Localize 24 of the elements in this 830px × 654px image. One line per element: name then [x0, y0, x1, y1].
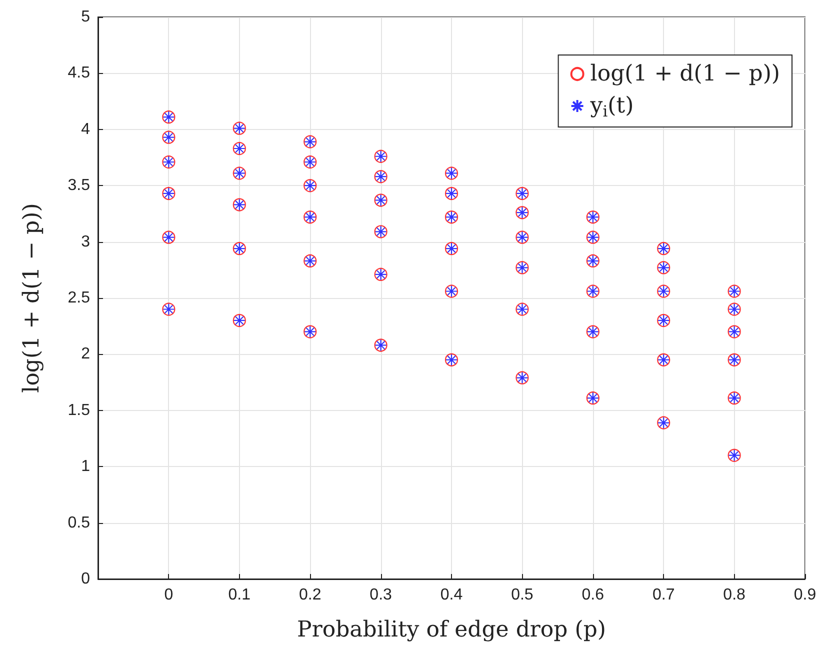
- x-tick-label: 0.4: [440, 586, 463, 604]
- y-tick-label: 5: [81, 8, 90, 26]
- x-tick-label: 0.2: [298, 586, 322, 604]
- y-tick-label: 2.5: [68, 290, 90, 306]
- y-tick-label: 4.5: [68, 64, 90, 82]
- y-tick-label: 0.5: [68, 514, 90, 532]
- y-tick-label: 1: [81, 458, 90, 476]
- y-tick-label: 3.5: [68, 177, 90, 194]
- y-tick-label: 0: [81, 570, 90, 588]
- y-tick-label: 1.5: [68, 402, 90, 419]
- x-axis-title: Probability of edge drop (p): [297, 618, 606, 642]
- x-tick-label: 0.3: [370, 586, 392, 604]
- x-tick-label: 0.1: [228, 586, 251, 604]
- x-tick-label: 0.5: [511, 586, 534, 604]
- x-tick-label: 0.8: [723, 586, 746, 604]
- y-tick-label: 4: [81, 120, 90, 138]
- x-tick-label: 0.6: [582, 586, 604, 604]
- x-tick-label: 0.9: [794, 586, 816, 604]
- x-tick-label: 0: [164, 586, 174, 604]
- y-tick-label: 2: [81, 346, 90, 363]
- x-tick-label: 0.7: [652, 586, 675, 604]
- y-tick-label: 3: [81, 233, 90, 250]
- y-axis-title: log(1 + d(1 − p)): [20, 203, 44, 393]
- legend-label: log(1 + d(1 − p)): [590, 62, 780, 86]
